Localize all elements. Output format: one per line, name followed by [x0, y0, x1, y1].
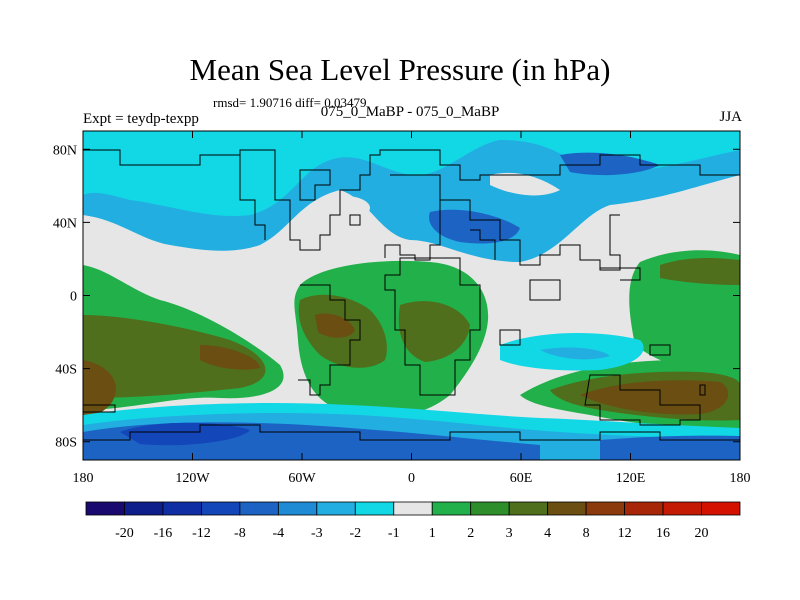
colorbar-swatch	[547, 501, 587, 516]
field-central-olive2	[398, 301, 470, 362]
colorbar-swatch	[316, 501, 356, 516]
coastlines	[83, 149, 740, 441]
colorbar-label: -8	[234, 526, 246, 541]
colorbar-swatch	[431, 501, 472, 516]
field-north-blue2	[560, 152, 660, 176]
colorbar-swatch	[124, 501, 164, 516]
colorbar-swatch	[585, 501, 625, 516]
season-label: JJA	[719, 109, 742, 125]
field-north-white-hole2	[490, 172, 560, 196]
colorbar-label: -16	[154, 526, 173, 541]
colorbar-label: 3	[506, 526, 513, 541]
colorbar-swatch	[201, 501, 241, 516]
colorbar-label: -20	[115, 526, 134, 541]
colorbar-swatch	[354, 501, 395, 516]
colorbar-label: -3	[311, 526, 323, 541]
field-south-darkblue	[120, 422, 250, 446]
colorbar-label: 12	[618, 526, 632, 541]
lon-tick-label: 120W	[175, 471, 210, 486]
lat-tick-label: 40N	[53, 216, 77, 231]
colorbar-swatch	[277, 501, 318, 516]
plot-title: Mean Sea Level Pressure (in hPa)	[189, 52, 611, 87]
lat-tick-label: 0	[70, 290, 77, 305]
lon-tick-label: 120E	[616, 471, 646, 486]
colorbar-swatch	[508, 501, 549, 516]
colorbar-label: -1	[388, 526, 400, 541]
colorbar-label: 2	[467, 526, 474, 541]
lon-tick-label: 60E	[510, 471, 533, 486]
colorbar-label: -4	[273, 526, 285, 541]
lon-tick-label: 0	[408, 471, 415, 486]
colorbar-label: -12	[192, 526, 211, 541]
field-north-white-hole	[320, 196, 370, 220]
colorbar-swatch	[701, 501, 741, 516]
colorbar-label: -2	[349, 526, 361, 541]
colorbar-swatch	[662, 501, 702, 516]
experiment-label: Expt = teydp-texpp	[83, 111, 199, 127]
field-south-blue-east	[600, 435, 740, 460]
lat-tick-label: 80N	[53, 143, 77, 158]
field-west-brown	[83, 360, 116, 418]
lon-tick-label: 180	[73, 471, 94, 486]
colorbar: -20 -16 -12 -8 -4 -3 -2 -1 1 2 3 4 8 12 16 20	[85, 501, 741, 541]
stats-label: rmsd= 1.90716 diff= 0.03479	[213, 95, 367, 110]
colorbar-label: 1	[429, 526, 436, 541]
colorbar-label: 8	[583, 526, 590, 541]
colorbar-label: 20	[695, 526, 709, 541]
field-tropic-cyan2	[540, 347, 610, 360]
field-east-olive	[660, 257, 740, 285]
field-north-blue	[429, 209, 520, 244]
colorbar-swatch	[393, 501, 433, 516]
lon-tick-label: 180	[730, 471, 751, 486]
colorbar-swatch	[239, 501, 279, 516]
field-layer	[83, 131, 740, 460]
lon-tick-label: 60W	[288, 471, 316, 486]
field-north-lightcyan	[83, 131, 740, 217]
colorbar-swatch	[85, 501, 125, 516]
field-south-brown	[580, 380, 729, 415]
lat-tick-label: 80S	[55, 436, 77, 451]
run-label: 075_0_MaBP - 075_0_MaBP	[320, 104, 500, 120]
colorbar-swatch	[162, 501, 202, 516]
colorbar-label: 4	[544, 526, 551, 541]
lon-axis: 180 120W 60W 0 60E 120E 180	[73, 131, 751, 486]
lat-tick-label: 40S	[55, 363, 77, 378]
colorbar-swatch	[624, 501, 664, 516]
field-west-brown2	[200, 345, 260, 370]
colorbar-label: 16	[656, 526, 670, 541]
field-west-olive	[83, 315, 266, 398]
colorbar-swatch	[470, 501, 510, 516]
lat-axis: 80N 40N 0 40S 80S	[53, 143, 740, 451]
